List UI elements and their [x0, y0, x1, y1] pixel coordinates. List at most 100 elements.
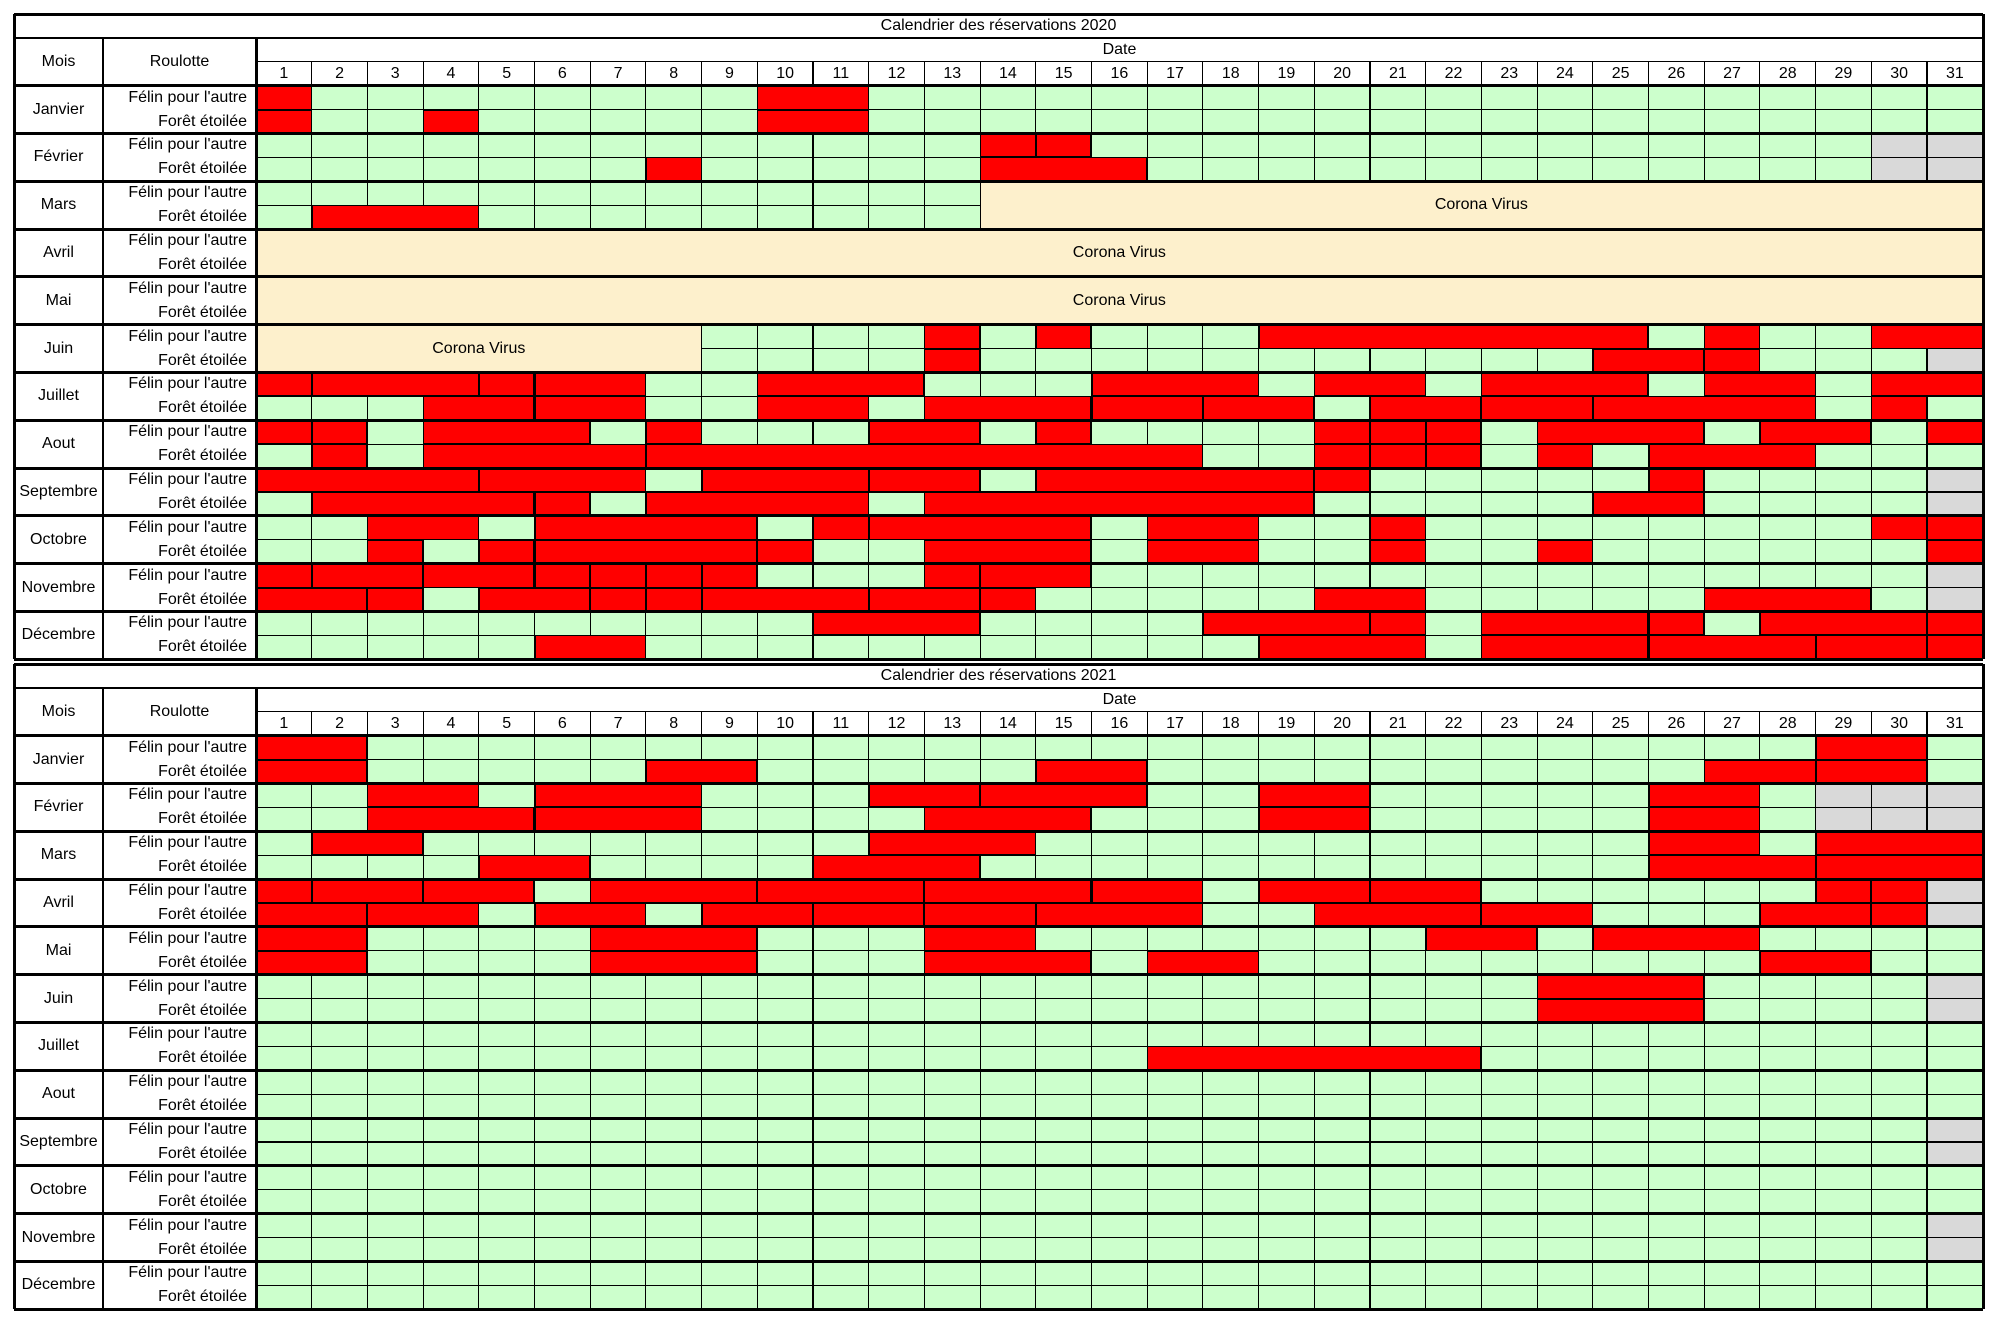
day-number: 20	[1333, 64, 1352, 82]
reservation-bar	[1091, 879, 1203, 903]
month-label: Juin	[43, 989, 74, 1007]
day-number: 19	[1277, 714, 1296, 732]
reservation-bar	[1481, 903, 1593, 927]
row-gridline	[256, 902, 1983, 904]
day-gridline	[756, 61, 758, 660]
reservation-bar	[1871, 372, 1983, 397]
month-label: Juillet	[38, 1037, 79, 1055]
trailer-label: Félin pour l'autre	[128, 738, 247, 756]
trailer-label: Félin pour l'autre	[128, 471, 247, 489]
reservation-bar	[256, 372, 312, 397]
day-number: 23	[1500, 714, 1519, 732]
reservation-bar	[311, 420, 368, 445]
reservation-bar	[980, 133, 1036, 158]
day-gridline	[478, 711, 480, 1310]
day-gridline	[366, 711, 368, 1310]
table-top-border	[14, 12, 1983, 16]
month-label: Juin	[43, 339, 74, 357]
day-number: 31	[1945, 64, 1964, 82]
day-number: 13	[943, 714, 962, 732]
day-numbers-bottom-border	[14, 84, 1983, 88]
reservation-bar	[1035, 903, 1203, 927]
reservation-bar	[256, 759, 368, 784]
reservation-bar	[1370, 444, 1426, 469]
reservation-bar	[1035, 420, 1092, 445]
reservation-bar	[1370, 879, 1482, 903]
trailer-label: Forêt étoilée	[158, 112, 247, 130]
reservation-bar	[924, 324, 981, 349]
reservation-bar	[1592, 396, 1816, 421]
day-number: 18	[1221, 714, 1240, 732]
reservation-bar	[590, 879, 758, 903]
month-separator	[14, 275, 1983, 279]
day-number: 5	[502, 64, 512, 82]
month-label: Avril	[43, 243, 74, 261]
reservation-bar	[924, 539, 1092, 564]
reservation-bar	[1370, 539, 1426, 564]
mois-column-border	[102, 37, 104, 660]
reservation-bar	[757, 372, 925, 397]
trailer-label: Félin pour l'autre	[128, 614, 247, 632]
day-gridline	[311, 711, 313, 1310]
day-number: 2	[335, 714, 344, 732]
reservation-bar	[256, 563, 312, 588]
corona-block-fill	[981, 182, 1982, 228]
trailer-label: Forêt étoilée	[158, 160, 247, 178]
reservation-bar	[311, 205, 479, 230]
table-left-border	[12, 14, 16, 660]
reservation-bar	[367, 587, 424, 612]
trailer-label: Forêt étoilée	[158, 638, 247, 656]
day-number: 25	[1611, 64, 1630, 82]
month-label: Janvier	[32, 750, 85, 768]
trailer-label: Forêt étoilée	[158, 762, 247, 780]
day-number: 5	[502, 714, 512, 732]
reservation-bar	[534, 539, 758, 564]
month-separator	[14, 132, 1983, 135]
reservation-bar	[701, 903, 813, 927]
reservation-bar	[590, 926, 758, 951]
reservation-bar	[256, 926, 368, 951]
day-gridline	[1035, 61, 1037, 660]
reservation-bar	[645, 563, 702, 588]
reservation-bar	[1314, 468, 1370, 492]
day-gridline	[1258, 61, 1260, 660]
reservation-bar	[1815, 635, 1927, 660]
trailer-label: Félin pour l'autre	[128, 566, 247, 584]
day-gridline	[1926, 61, 1928, 660]
month-label: Octobre	[30, 530, 87, 548]
day-number: 13	[943, 64, 962, 82]
reservation-bar	[1258, 807, 1370, 832]
month-separator	[14, 925, 1983, 929]
reservation-bar	[256, 903, 368, 927]
reservation-bar	[256, 420, 312, 445]
trailer-label: Félin pour l'autre	[128, 1264, 247, 1282]
reservation-bar	[1425, 444, 1482, 469]
day-number: 22	[1444, 64, 1463, 82]
day-gridline	[1090, 711, 1093, 1310]
reservation-bar	[1648, 444, 1816, 469]
row-gridline	[256, 491, 1983, 493]
reservation-bar	[1314, 420, 1370, 445]
reservation-bar	[813, 855, 981, 880]
row-gridline	[256, 1284, 1983, 1286]
reservation-bar	[980, 587, 1036, 612]
month-label: Décembre	[21, 626, 96, 644]
trailer-label: Félin pour l'autre	[128, 327, 247, 345]
reservation-bar	[1871, 903, 1927, 927]
reservation-bar	[1035, 133, 1092, 158]
month-label: Février	[33, 148, 84, 166]
day-number: 17	[1166, 64, 1184, 82]
reservation-bar	[757, 539, 813, 564]
month-label: Juillet	[38, 387, 79, 405]
day-number: 6	[557, 714, 567, 732]
day-number: 30	[1890, 64, 1909, 82]
day-gridline	[1536, 61, 1538, 660]
reservation-bar	[256, 735, 368, 760]
reservation-bar	[1592, 348, 1705, 373]
day-gridline	[1870, 711, 1872, 1310]
trailer-label: Forêt étoilée	[158, 399, 247, 417]
reservation-bar	[1147, 1046, 1482, 1071]
month-separator	[14, 829, 1983, 833]
month-separator	[14, 227, 1983, 231]
trailer-label: Félin pour l'autre	[128, 136, 247, 154]
